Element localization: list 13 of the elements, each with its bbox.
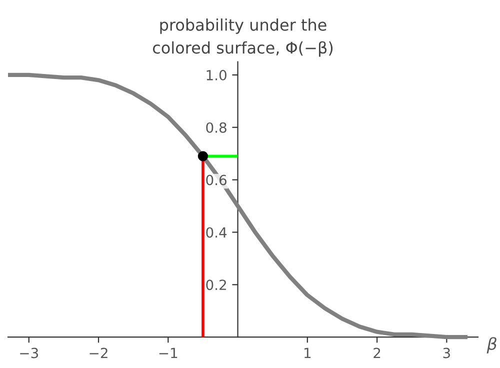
x-tick-label: −2	[90, 348, 108, 358]
x-tick-label: 3	[443, 348, 450, 358]
y-tick-label: 0.8	[206, 122, 226, 133]
y-tick-label: 0.6	[206, 174, 226, 186]
x-tick-label: −1	[159, 348, 178, 358]
chart-title: probability under the colored surface, Φ(−β)	[152, 18, 333, 57]
y-tick-label: 0.2	[206, 280, 226, 290]
x-tick-label: 2	[374, 348, 380, 358]
y-tick-label: 1.0	[206, 70, 226, 80]
y-tick-label: 0.4	[206, 227, 227, 238]
x-tick-label: 1	[304, 348, 311, 358]
x-tick-label: −3	[20, 348, 38, 358]
x-axis-title: β	[486, 337, 496, 354]
